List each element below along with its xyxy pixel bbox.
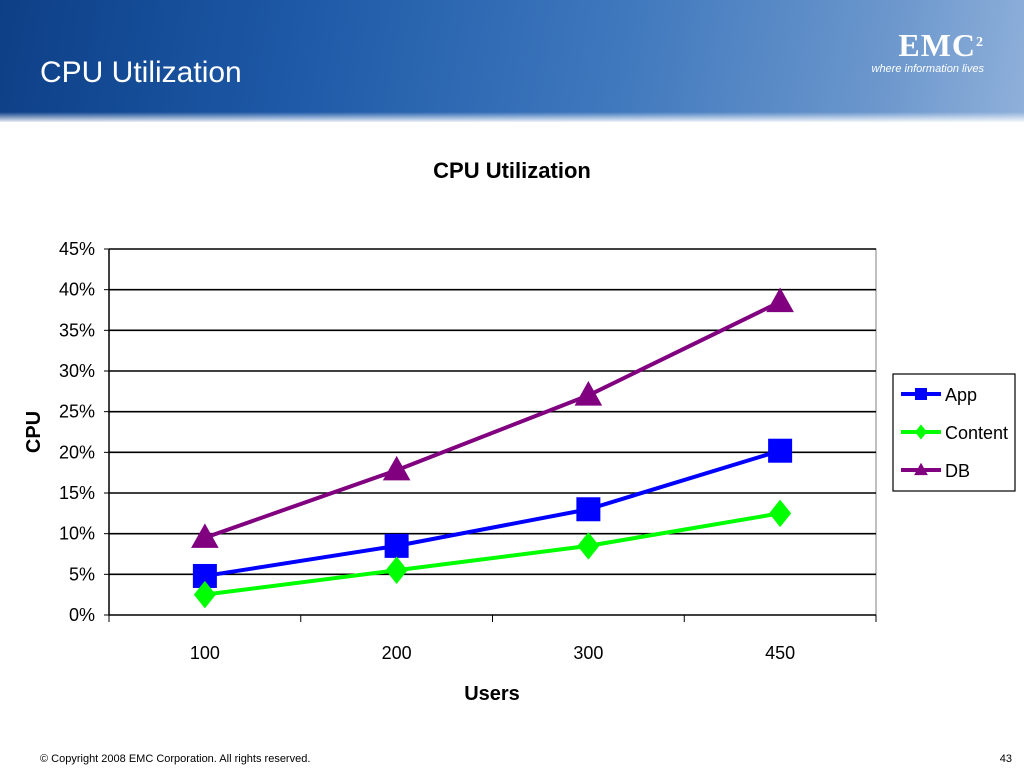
slide-header: CPU Utilization EMC2 where information l…	[0, 0, 1024, 122]
chart-series	[191, 287, 794, 609]
logo-wordmark: EMC2	[872, 28, 985, 62]
slide-number: 43	[999, 753, 1012, 765]
series-line-app	[204, 448, 781, 578]
legend-marker-app	[915, 388, 927, 400]
logo-tagline: where information lives	[871, 63, 985, 75]
logo-superscript: 2	[976, 35, 984, 50]
y-tick-label: 15%	[59, 483, 95, 503]
cpu-utilization-chart: CPU Utilization 0% 5% 10% 15% 20% 25% 30% 35% 40…	[23, 158, 1016, 705]
legend-label-db: DB	[945, 461, 970, 481]
emc-logo: EMC2 where information lives	[872, 28, 985, 76]
y-tick-label: 30%	[59, 361, 95, 381]
legend-marker-db	[914, 462, 928, 476]
y-tick-label: 5%	[69, 564, 95, 584]
y-tick-label: 10%	[59, 524, 95, 544]
data-point-db	[574, 381, 603, 406]
data-point-db	[191, 523, 219, 548]
data-point-app	[576, 497, 601, 522]
legend-label-content: Content	[945, 423, 1008, 443]
x-axis-label: Users	[464, 683, 520, 705]
x-tick-label: 300	[573, 643, 603, 663]
y-axis-label: CPU	[23, 411, 45, 453]
chart-title: CPU Utilization	[433, 158, 591, 183]
legend-label-app: App	[945, 385, 977, 405]
series-line-content	[204, 511, 781, 597]
footer-copyright: © Copyright 2008 EMC Corporation. All ri…	[40, 753, 311, 765]
data-point-db	[766, 287, 794, 313]
series-line-db	[204, 300, 782, 540]
data-point-app	[768, 438, 793, 463]
y-tick-label: 20%	[59, 442, 95, 462]
data-point-content	[385, 556, 408, 585]
chart-legend: App Content DB	[892, 373, 1016, 492]
logo-name: EMC	[898, 27, 976, 63]
y-tick-label: 0%	[69, 605, 95, 625]
y-tick-label: 25%	[59, 402, 95, 422]
x-tick-label: 100	[190, 643, 220, 663]
data-point-app	[384, 533, 409, 558]
data-point-content	[193, 580, 216, 609]
data-point-content	[769, 499, 792, 528]
data-point-db	[382, 455, 411, 481]
x-tick-label: 200	[382, 643, 412, 663]
page-title: CPU Utilization	[40, 56, 242, 89]
legend-marker-content	[915, 424, 927, 440]
y-tick-label: 35%	[59, 320, 95, 340]
y-tick-label: 45%	[59, 239, 95, 259]
data-point-content	[577, 532, 600, 560]
x-tick-label: 450	[765, 643, 795, 663]
y-tick-label: 40%	[59, 280, 95, 300]
chart-axes: 0% 5% 10% 15% 20% 25% 30% 35% 40% 45% 100 200 300 450	[59, 239, 877, 663]
